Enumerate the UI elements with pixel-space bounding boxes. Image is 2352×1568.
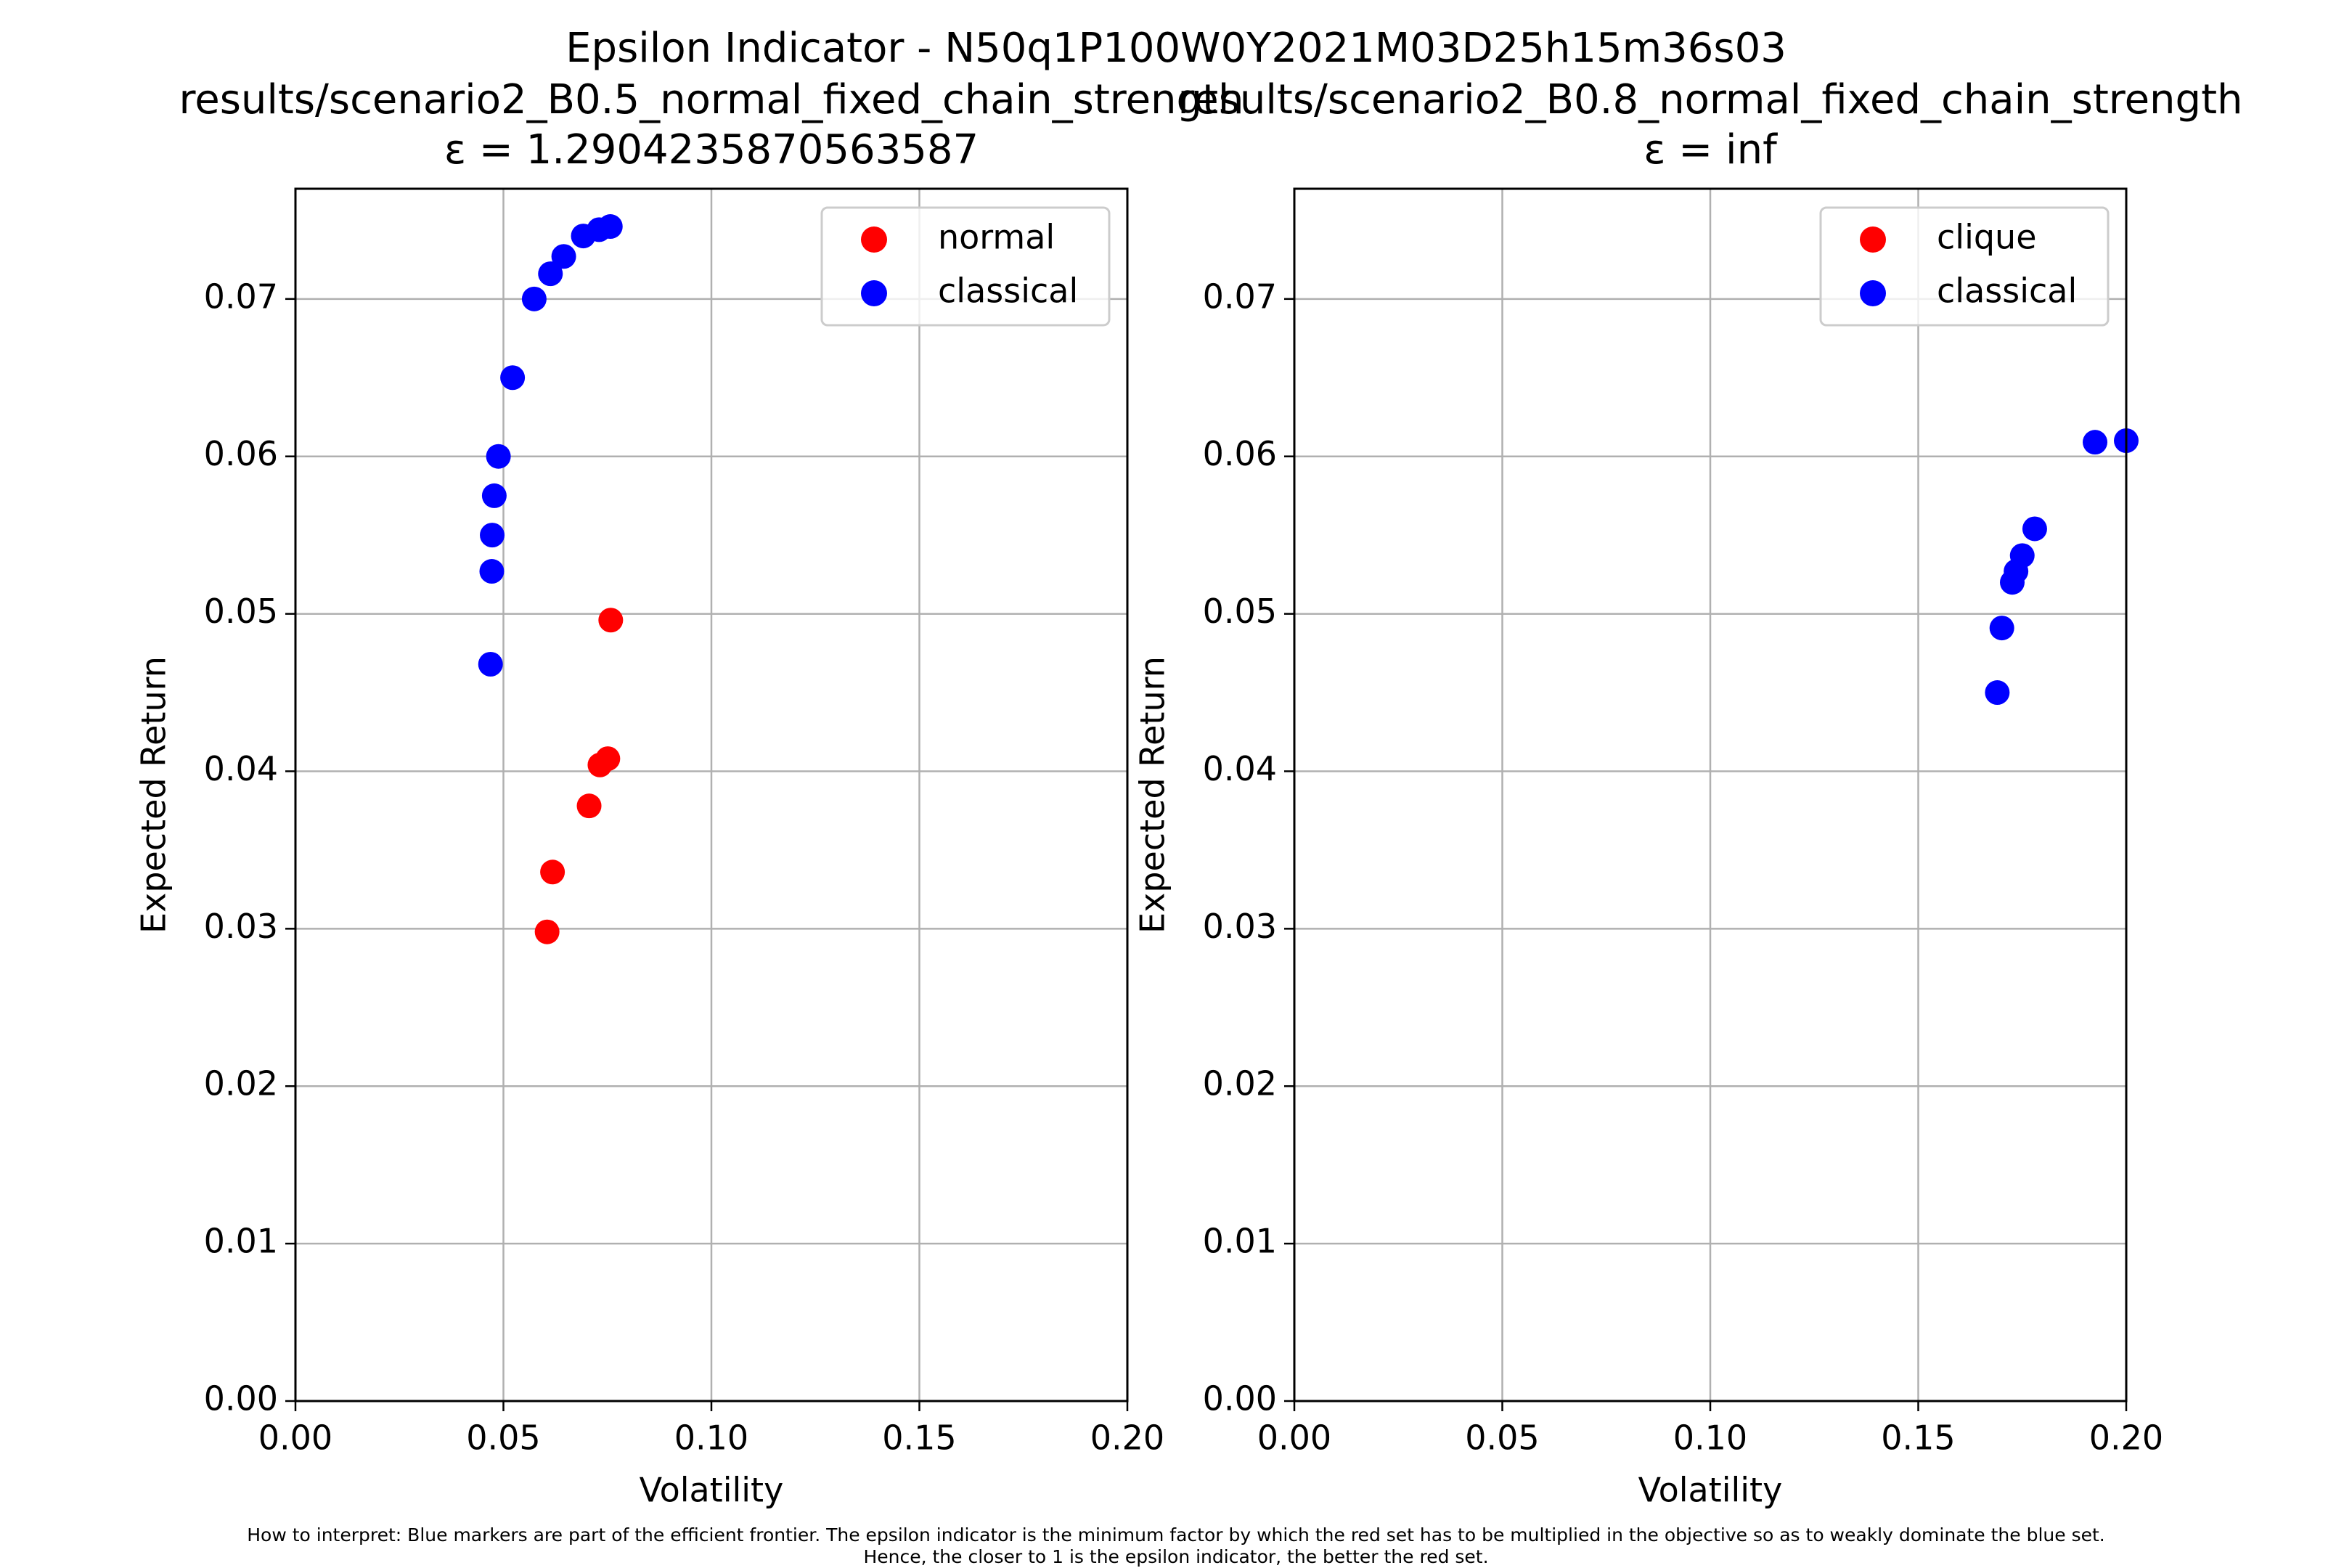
point-classical <box>479 559 505 584</box>
point-normal <box>576 793 602 819</box>
subplot-title-left: results/scenario2_B0.5_normal_fixed_chai… <box>179 76 1244 123</box>
y-tick-label: 0.05 <box>204 592 278 631</box>
point-classical <box>480 523 505 548</box>
y-tick-label: 0.01 <box>204 1222 278 1261</box>
point-classical <box>481 483 507 508</box>
legend-right: clique classical <box>1819 206 2110 327</box>
y-tick-label: 0.00 <box>204 1379 278 1418</box>
legend-marker-normal <box>861 226 887 253</box>
scatter-points-left <box>478 214 624 944</box>
y-tick-label: 0.07 <box>1203 277 1277 316</box>
legend-label-normal: normal <box>938 218 1055 257</box>
point-normal <box>540 859 565 885</box>
x-tick-label: 0.10 <box>674 1418 748 1458</box>
point-classical <box>2083 430 2108 455</box>
legend-label-clique: clique <box>1937 218 2037 257</box>
subplot-title-right: results/scenario2_B0.8_normal_fixed_chai… <box>1177 76 2242 123</box>
x-tick-label: 0.20 <box>1090 1418 1164 1458</box>
x-tick-label: 0.00 <box>1257 1418 1331 1458</box>
x-tick-label: 0.15 <box>1881 1418 1955 1458</box>
x-tick-label: 0.15 <box>882 1418 956 1458</box>
point-classical <box>486 444 511 469</box>
y-tick-label: 0.06 <box>1203 434 1277 473</box>
legend-label-classical-right: classical <box>1937 271 2077 311</box>
point-classical <box>551 244 576 269</box>
point-classical <box>2022 516 2047 542</box>
y-tick-label: 0.01 <box>1203 1222 1277 1261</box>
x-tick-label: 0.20 <box>2089 1418 2163 1458</box>
axis-ticks-left: 0.00 0.05 0.10 0.15 0.20 0.00 0.01 0.02 0.03 0.04… <box>204 277 1165 1457</box>
figure-suptitle: Epsilon Indicator - N50q1P100W0Y2021M03D… <box>565 25 1787 72</box>
point-classical <box>2009 543 2035 568</box>
axis-ticks-right: 0.00 0.05 0.10 0.15 0.20 0.00 0.01 0.02 0.03 0.04… <box>1203 277 2164 1457</box>
y-tick-label: 0.04 <box>204 749 278 788</box>
x-tick-label: 0.05 <box>466 1418 540 1458</box>
point-classical <box>500 365 526 391</box>
legend-label-classical-left: classical <box>938 271 1078 311</box>
y-axis-label-left: Expected Return <box>134 656 173 934</box>
point-normal <box>598 608 624 633</box>
x-tick-label: 0.00 <box>258 1418 332 1458</box>
subplot-left: 0.00 0.05 0.10 0.15 0.20 0.00 0.01 0.02 0.03 0.04… <box>134 76 1244 1509</box>
footnote-line-2: Hence, the closer to 1 is the epsilon in… <box>863 1546 1488 1567</box>
y-tick-label: 0.04 <box>1203 749 1277 788</box>
footnote-line-1: How to interpret: Blue markers are part … <box>247 1524 2105 1545</box>
y-tick-label: 0.03 <box>204 907 278 946</box>
grid-lines-left <box>294 189 1129 1402</box>
y-tick-label: 0.06 <box>204 434 278 473</box>
x-tick-label: 0.10 <box>1673 1418 1747 1458</box>
legend-marker-classical-right <box>1860 280 1886 306</box>
legend-left: normal classical <box>820 206 1111 327</box>
subplot-epsilon-right: ε = inf <box>1643 126 1778 173</box>
y-tick-label: 0.03 <box>1203 907 1277 946</box>
legend-marker-clique <box>1860 226 1886 253</box>
y-axis-label-right: Expected Return <box>1133 656 1172 934</box>
point-classical <box>1989 616 2014 641</box>
x-axis-label-left: Volatility <box>640 1471 784 1510</box>
subplot-epsilon-left: ε = 1.2904235870563587 <box>444 126 979 173</box>
y-tick-label: 0.07 <box>204 277 278 316</box>
y-tick-label: 0.02 <box>204 1064 278 1103</box>
point-normal <box>595 746 621 772</box>
y-tick-label: 0.02 <box>1203 1064 1277 1103</box>
y-tick-label: 0.00 <box>1203 1379 1277 1418</box>
point-classical <box>478 651 503 677</box>
x-axis-label-right: Volatility <box>1638 1471 1783 1510</box>
legend-box-right <box>1819 206 2110 327</box>
y-tick-label: 0.05 <box>1203 592 1277 631</box>
point-classical <box>538 261 563 287</box>
legend-box-left <box>820 206 1111 327</box>
point-classical <box>597 214 623 240</box>
legend-marker-classical-left <box>861 280 887 306</box>
point-classical <box>1985 680 2010 706</box>
point-normal <box>534 919 560 944</box>
point-classical <box>521 286 547 311</box>
x-tick-label: 0.05 <box>1465 1418 1539 1458</box>
subplot-right: 0.00 0.05 0.10 0.15 0.20 0.00 0.01 0.02 0.03 0.04… <box>1133 76 2243 1509</box>
